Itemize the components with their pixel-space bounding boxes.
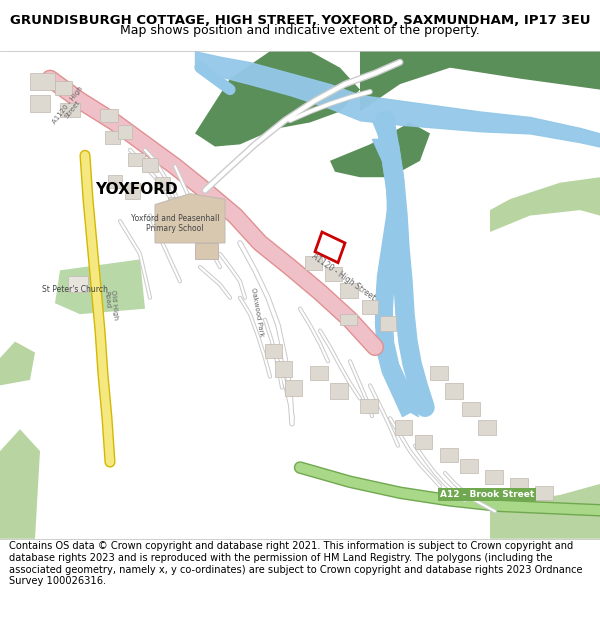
Polygon shape <box>510 479 528 492</box>
Polygon shape <box>0 429 40 539</box>
Polygon shape <box>118 124 132 139</box>
Text: Yoxford and Peasenhall
Primary School: Yoxford and Peasenhall Primary School <box>131 214 219 233</box>
Polygon shape <box>440 448 458 462</box>
Polygon shape <box>168 197 185 210</box>
Polygon shape <box>395 421 412 434</box>
Polygon shape <box>275 361 292 377</box>
Polygon shape <box>155 177 170 191</box>
Text: GRUNDISBURGH COTTAGE, HIGH STREET, YOXFORD, SAXMUNDHAM, IP17 3EU: GRUNDISBURGH COTTAGE, HIGH STREET, YOXFO… <box>10 14 590 28</box>
Polygon shape <box>462 402 480 416</box>
Polygon shape <box>415 434 432 449</box>
Text: A1120 - High Street: A1120 - High Street <box>310 251 377 302</box>
Polygon shape <box>460 459 478 473</box>
Polygon shape <box>430 366 448 380</box>
Polygon shape <box>0 341 35 386</box>
Text: Contains OS data © Crown copyright and database right 2021. This information is : Contains OS data © Crown copyright and d… <box>9 541 583 586</box>
Text: St Peter's Church: St Peter's Church <box>42 285 108 294</box>
Polygon shape <box>340 314 357 325</box>
Text: A1120 - High
Street: A1120 - High Street <box>51 85 89 129</box>
Polygon shape <box>362 300 378 314</box>
Polygon shape <box>305 256 322 271</box>
Polygon shape <box>142 158 158 172</box>
Text: Oakwood Park: Oakwood Park <box>250 287 265 337</box>
Polygon shape <box>108 175 122 188</box>
Polygon shape <box>445 383 463 399</box>
Polygon shape <box>180 219 196 232</box>
Polygon shape <box>30 95 50 111</box>
Polygon shape <box>55 259 145 314</box>
Polygon shape <box>195 243 218 259</box>
Polygon shape <box>490 484 600 539</box>
Text: Old High
Road: Old High Road <box>103 289 119 321</box>
Polygon shape <box>125 182 140 199</box>
Polygon shape <box>155 194 225 243</box>
Polygon shape <box>330 383 348 399</box>
Polygon shape <box>100 109 118 123</box>
Text: YOXFORD: YOXFORD <box>95 182 178 197</box>
Polygon shape <box>325 267 342 281</box>
Text: A12 - Brook Street: A12 - Brook Street <box>440 490 534 499</box>
Polygon shape <box>360 51 600 111</box>
Polygon shape <box>490 177 600 232</box>
Polygon shape <box>310 366 328 380</box>
Polygon shape <box>360 399 378 412</box>
Polygon shape <box>128 153 145 166</box>
Text: Map shows position and indicative extent of the property.: Map shows position and indicative extent… <box>120 24 480 37</box>
Polygon shape <box>30 73 55 89</box>
Polygon shape <box>340 284 358 298</box>
Polygon shape <box>195 51 360 146</box>
Polygon shape <box>380 316 396 331</box>
Polygon shape <box>285 380 302 396</box>
Polygon shape <box>485 470 503 484</box>
Polygon shape <box>535 486 553 501</box>
Polygon shape <box>330 122 430 177</box>
Polygon shape <box>478 421 496 434</box>
Polygon shape <box>55 81 72 95</box>
Polygon shape <box>105 131 120 144</box>
Polygon shape <box>60 102 80 117</box>
Polygon shape <box>265 344 282 358</box>
Polygon shape <box>68 276 88 292</box>
